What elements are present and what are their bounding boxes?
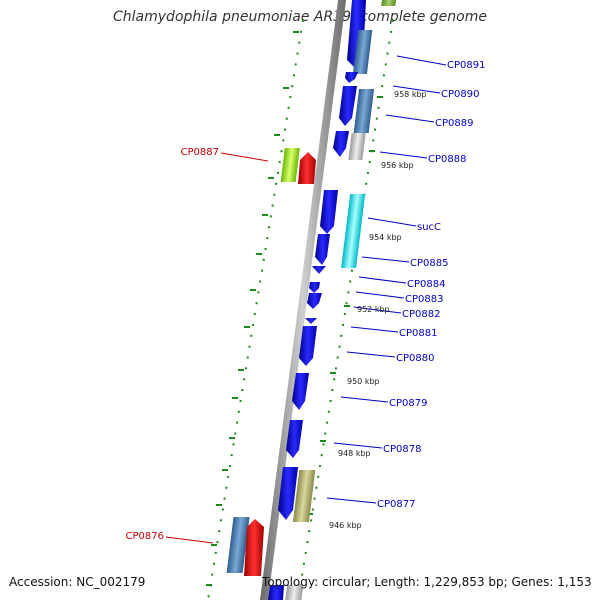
gene-cp0884-arrow[interactable]	[312, 266, 326, 274]
label-cp0888[interactable]: CP0888	[428, 154, 466, 165]
kbp-label-956: 956 kbp	[381, 161, 414, 170]
kbp-label-958: 958 kbp	[394, 90, 427, 99]
gene-cp0877-partner[interactable]	[292, 470, 316, 522]
label-cp0879[interactable]: CP0879	[389, 398, 427, 409]
gene-cp0891-partner[interactable]	[352, 30, 373, 74]
gene-top-partner[interactable]	[381, 0, 396, 6]
gene-succ-arrow[interactable]	[320, 190, 338, 234]
reverse-gene-labels: CP0887 CP0876	[126, 147, 219, 542]
label-cp0880[interactable]: CP0880	[396, 353, 434, 364]
gene-cp0879-arrow[interactable]	[292, 373, 309, 410]
kbp-label-946: 946 kbp	[329, 521, 362, 530]
label-cp0885[interactable]: CP0885	[410, 258, 448, 269]
gene-cp0876-arrow[interactable]	[244, 519, 264, 576]
gene-cp0890-arrow[interactable]	[345, 72, 358, 83]
tick-marks	[206, 31, 383, 586]
gene-cp0882-arrow[interactable]	[307, 293, 322, 309]
accession-label: Accession: NC_002179	[9, 575, 146, 589]
label-cp0882[interactable]: CP0882	[402, 309, 440, 320]
gene-cp0887-arrow[interactable]	[298, 152, 316, 184]
kbp-label-950: 950 kbp	[347, 377, 380, 386]
gene-cp0889-partner[interactable]	[353, 89, 375, 133]
gene-cp0885-arrow[interactable]	[315, 234, 330, 265]
label-cp0881[interactable]: CP0881	[399, 328, 437, 339]
gene-cp0883-arrow[interactable]	[309, 282, 320, 293]
gene-cp0888-arrow[interactable]	[333, 131, 349, 157]
kbp-label-948: 948 kbp	[338, 449, 371, 458]
label-cp0877[interactable]: CP0877	[377, 499, 415, 510]
label-cp0876[interactable]: CP0876	[126, 531, 164, 542]
forward-strand-genes	[268, 0, 396, 600]
label-cp0878[interactable]: CP0878	[383, 444, 421, 455]
genome-backbone	[260, 0, 346, 600]
label-cp0890[interactable]: CP0890	[441, 89, 479, 100]
kbp-label-952: 952 kbp	[357, 305, 390, 314]
gene-cp0888-partner[interactable]	[348, 133, 366, 160]
gene-cp0878-arrow[interactable]	[286, 420, 303, 458]
gene-cp0887-partner[interactable]	[280, 148, 300, 182]
gene-bottom-arrow[interactable]	[268, 585, 284, 600]
label-cp0891[interactable]: CP0891	[447, 60, 485, 71]
label-cp0884[interactable]: CP0884	[407, 279, 445, 290]
gene-bottom-partner[interactable]	[285, 585, 304, 600]
kbp-label-954: 954 kbp	[369, 233, 402, 242]
gene-cp0889-arrow[interactable]	[339, 86, 357, 126]
reverse-strand-genes	[226, 148, 316, 576]
gene-cp0880-arrow[interactable]	[299, 326, 317, 366]
gene-cp0877-arrow[interactable]	[278, 467, 298, 520]
gene-cp0881-arrow[interactable]	[305, 318, 317, 324]
label-connectors	[165, 55, 447, 544]
gene-succ-partner[interactable]	[341, 194, 366, 268]
label-cp0883[interactable]: CP0883	[405, 294, 443, 305]
genome-summary-label: Topology: circular; Length: 1,229,853 bp…	[262, 575, 592, 589]
label-cp0889[interactable]: CP0889	[435, 118, 473, 129]
forward-gene-labels: CP0891 CP0890 CP0889 CP0888 sucC CP0885 …	[377, 60, 485, 510]
label-cp0887[interactable]: CP0887	[181, 147, 219, 158]
gene-cp0876-partner[interactable]	[226, 517, 250, 573]
label-succ[interactable]: sucC	[417, 222, 441, 233]
kbp-position-labels: 958 kbp 956 kbp 954 kbp 952 kbp 950 kbp …	[329, 90, 427, 530]
